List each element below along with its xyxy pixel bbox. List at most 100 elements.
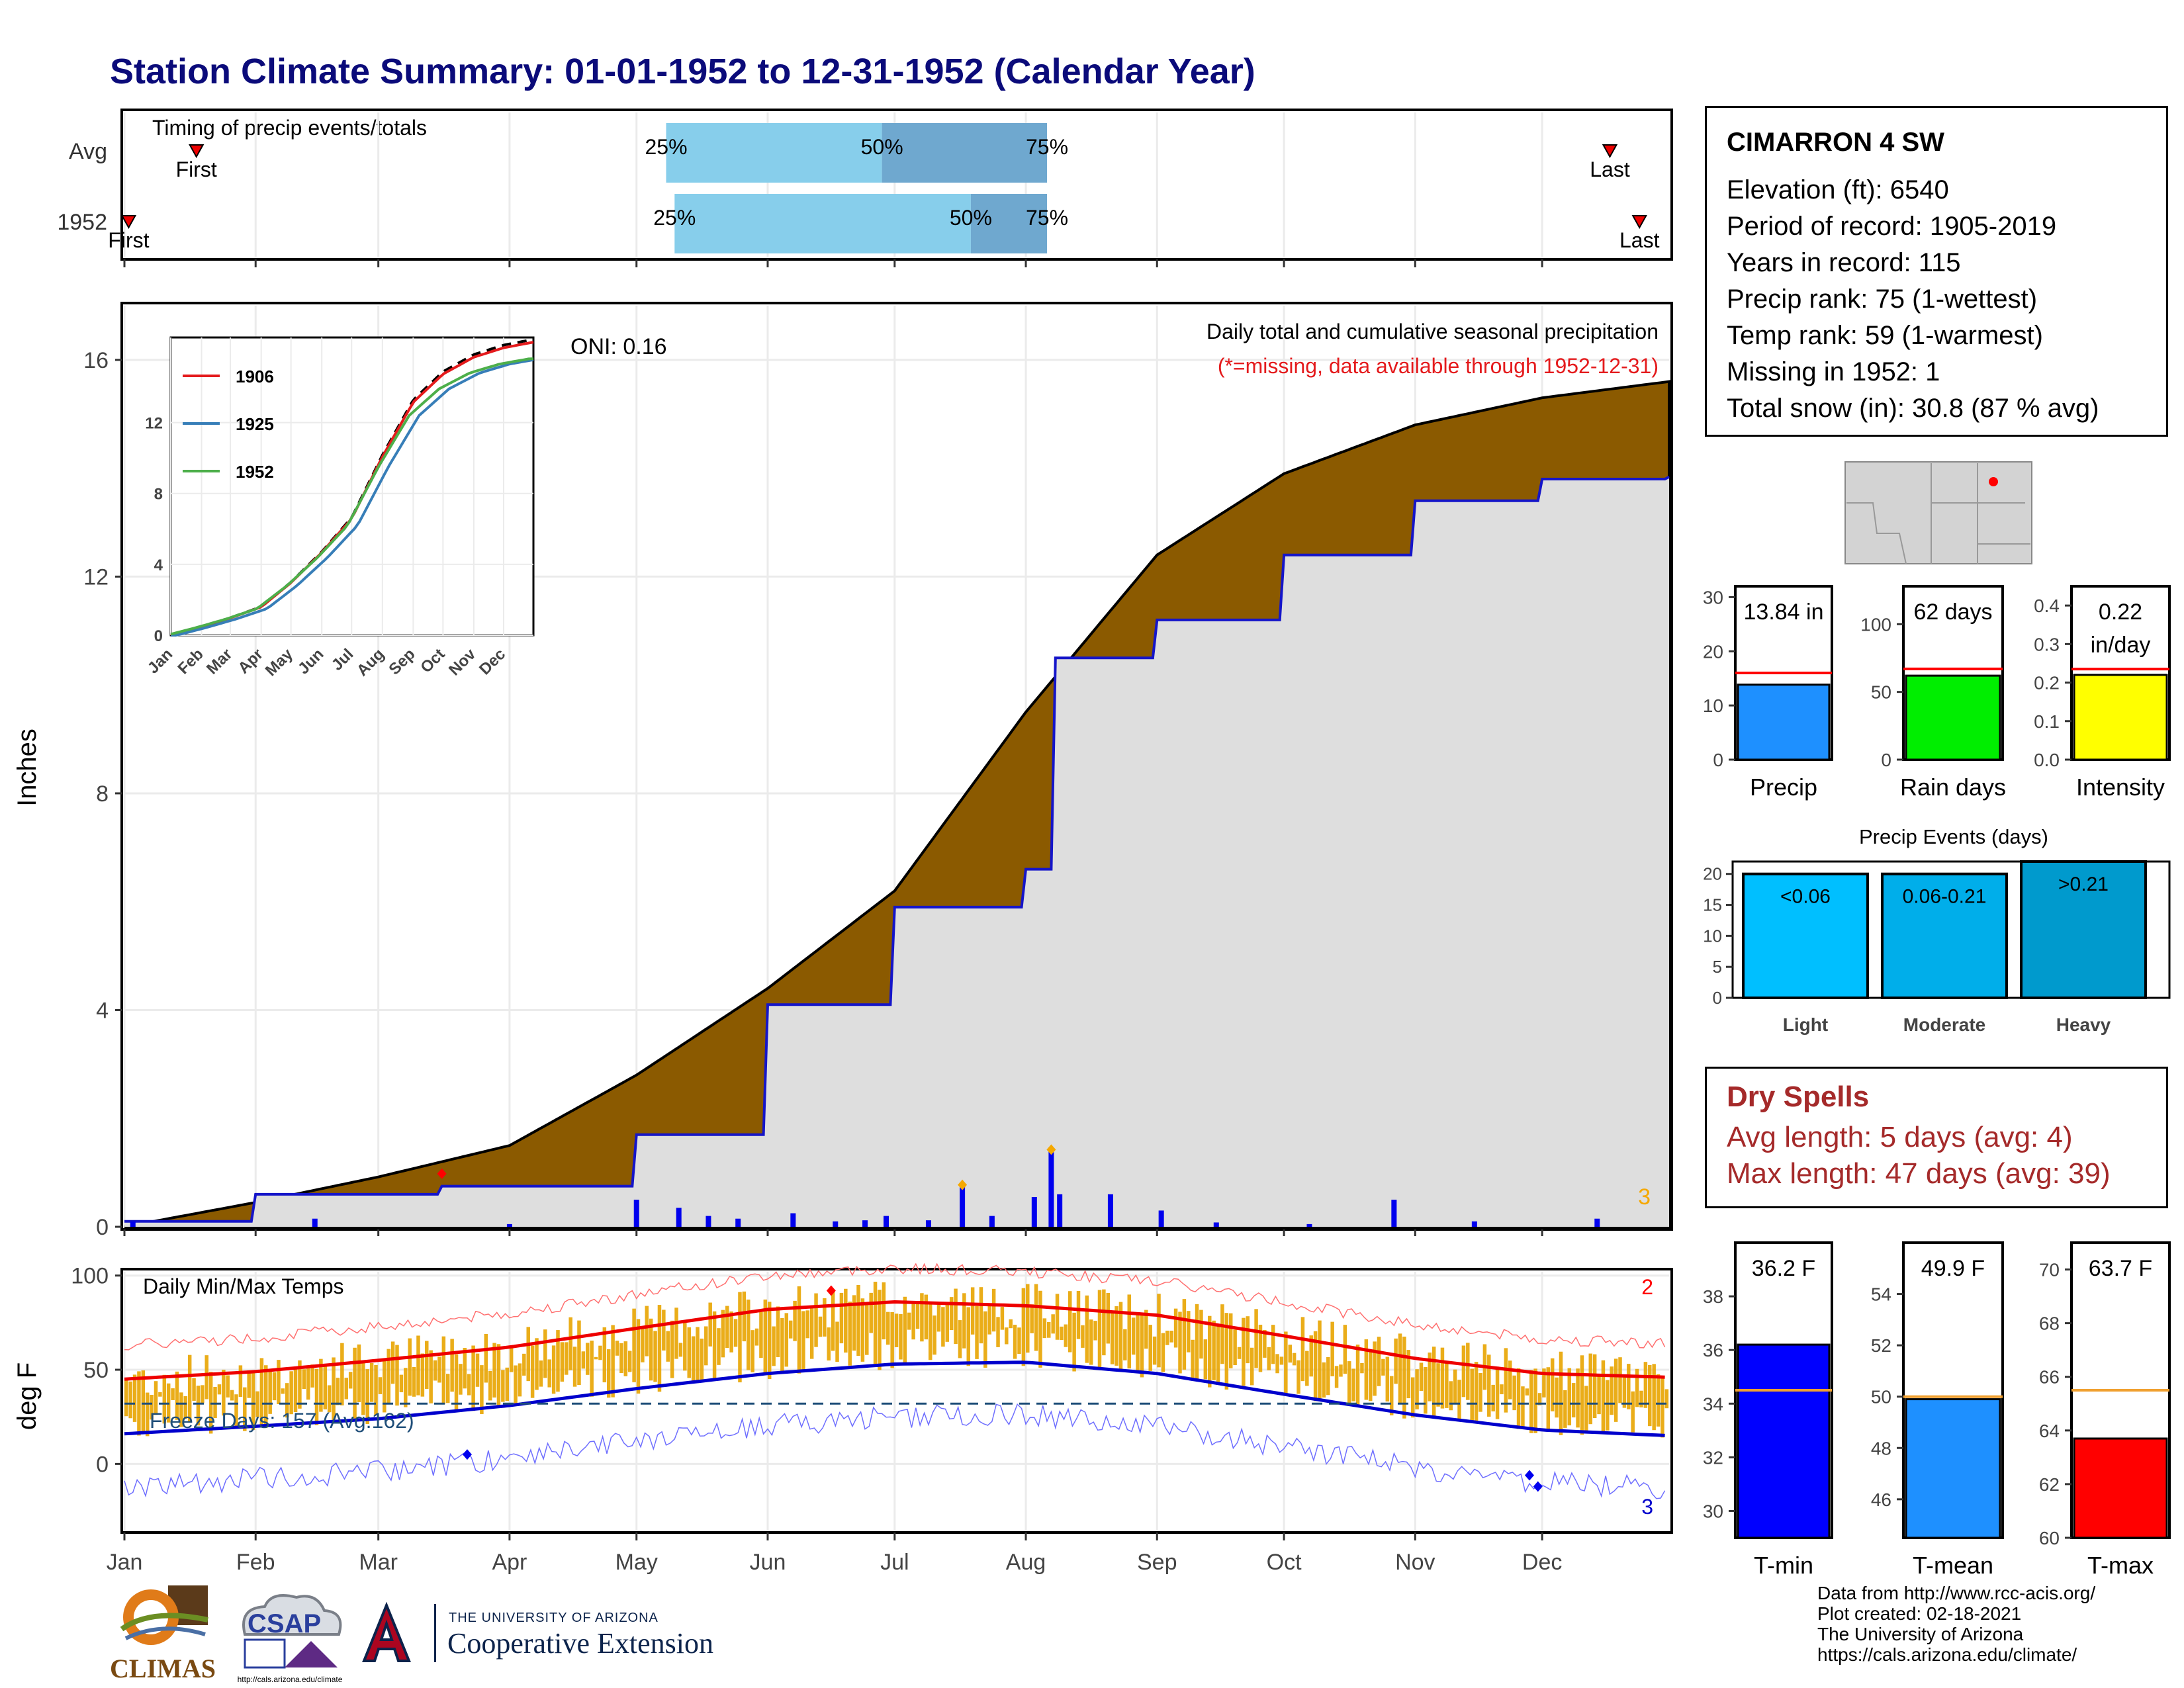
mini-chart-value-bar bbox=[1905, 674, 2001, 761]
mini-chart-value-bar bbox=[2073, 674, 2168, 761]
daily-temp-bar bbox=[704, 1326, 708, 1366]
daily-temp-bar bbox=[835, 1321, 839, 1362]
mini-chart-value-bar bbox=[1905, 1398, 2001, 1539]
daily-temp-bar bbox=[975, 1306, 979, 1359]
daily-temp-bar bbox=[171, 1388, 175, 1400]
daily-temp-bar bbox=[793, 1300, 797, 1341]
daily-temp-bar bbox=[183, 1396, 188, 1419]
daily-temp-bar bbox=[1140, 1314, 1144, 1378]
daily-temp-bar bbox=[230, 1390, 234, 1401]
precip-highlight-marker bbox=[437, 1168, 447, 1179]
daily-temp-bar bbox=[1542, 1368, 1546, 1398]
daily-temp-bar bbox=[1182, 1299, 1187, 1370]
daily-temp-bar bbox=[390, 1341, 395, 1384]
daily-temp-bar bbox=[332, 1357, 336, 1421]
events-bar bbox=[2020, 860, 2147, 999]
csap-wordmark: CSAP bbox=[248, 1609, 322, 1638]
station-map bbox=[1844, 461, 2032, 564]
daily-temp-bar bbox=[725, 1306, 729, 1348]
daily-temp-bar bbox=[983, 1311, 987, 1368]
month-label: Sep bbox=[1137, 1550, 1177, 1575]
events-y-tick-label: 0 bbox=[1713, 988, 1722, 1008]
daily-temp-bar bbox=[365, 1369, 369, 1425]
year-cumulative-area bbox=[124, 476, 1669, 1227]
daily-temp-bar bbox=[1516, 1368, 1521, 1429]
inset-legend-label: 1952 bbox=[236, 462, 274, 482]
daily-temp-bar bbox=[1440, 1347, 1445, 1409]
daily-temp-bar bbox=[530, 1345, 535, 1398]
daily-temp-bar bbox=[1555, 1377, 1559, 1418]
daily-temp-bar bbox=[1228, 1313, 1233, 1368]
daily-temp-bar bbox=[831, 1289, 835, 1351]
record-temp-marker bbox=[1533, 1481, 1543, 1492]
temp-y-tick-label: 100 bbox=[71, 1264, 109, 1289]
timing-bar-50-75 bbox=[970, 194, 1048, 253]
daily-temp-bar bbox=[445, 1374, 450, 1403]
daily-temp-bar bbox=[801, 1311, 805, 1372]
daily-temp-bar bbox=[619, 1343, 623, 1374]
daily-temp-bar bbox=[556, 1330, 560, 1392]
daily-temp-bar bbox=[488, 1370, 492, 1401]
daily-temp-bar bbox=[1157, 1294, 1161, 1368]
mini-chart-value-label: 63.7 F bbox=[2089, 1256, 2152, 1281]
timing-label-50: 50% bbox=[950, 206, 992, 230]
daily-temp-bar bbox=[1216, 1325, 1220, 1385]
daily-temp-bar bbox=[594, 1356, 598, 1360]
daily-temp-bar bbox=[848, 1302, 852, 1366]
daily-temp-bar bbox=[1030, 1304, 1034, 1333]
first-event-marker bbox=[120, 215, 137, 230]
daily-temp-bar bbox=[1512, 1375, 1516, 1411]
daily-temp-bar bbox=[1085, 1295, 1089, 1363]
events-y-tick-label: 15 bbox=[1703, 895, 1722, 915]
daily-temp-bar bbox=[1136, 1313, 1140, 1372]
daily-temp-bar bbox=[1445, 1362, 1449, 1408]
daily-precip-bar bbox=[705, 1216, 711, 1227]
events-y-tick-label: 10 bbox=[1703, 926, 1722, 946]
dry-spells-box: Dry Spells Avg length: 5 days (avg: 4) M… bbox=[1705, 1067, 2168, 1208]
temp-y-tick-label: 0 bbox=[96, 1452, 109, 1477]
daily-temp-bar bbox=[1521, 1386, 1525, 1427]
daily-temp-bar bbox=[1533, 1368, 1537, 1433]
mini-chart-y-tick-label: 10 bbox=[1703, 695, 1723, 716]
daily-temp-bar bbox=[814, 1293, 818, 1347]
daily-temp-bar bbox=[1597, 1375, 1601, 1415]
daily-temp-bar bbox=[1318, 1320, 1322, 1399]
daily-temp-bar bbox=[606, 1349, 611, 1398]
climas-logo: CLIMAS bbox=[109, 1581, 217, 1683]
events-bar-value-label: 0.06-0.21 bbox=[1903, 886, 1987, 908]
daily-temp-bar bbox=[289, 1371, 293, 1415]
daily-precip-bar bbox=[1048, 1151, 1054, 1227]
daily-temp-bar bbox=[1402, 1336, 1406, 1419]
daily-temp-bar bbox=[1254, 1309, 1258, 1368]
daily-temp-bar bbox=[1584, 1386, 1588, 1434]
mini-chart-value-label: 49.9 F bbox=[1921, 1256, 1985, 1281]
ua-name-small: THE UNIVERSITY OF ARIZONA bbox=[449, 1611, 659, 1625]
month-label: Feb bbox=[236, 1550, 275, 1575]
freeze-days-label: Freeze Days: 157 (Avg:162) bbox=[150, 1409, 414, 1433]
daily-temp-bar bbox=[1504, 1348, 1508, 1413]
daily-temp-bar bbox=[1495, 1366, 1500, 1419]
daily-temp-bar bbox=[1648, 1364, 1652, 1427]
footer-line-source: Data from http://www.rcc-acis.org/ bbox=[1817, 1583, 2096, 1603]
daily-precip-bar bbox=[1031, 1196, 1037, 1227]
page-title: Station Climate Summary: 01-01-1952 to 1… bbox=[110, 52, 1255, 91]
daily-temp-bar bbox=[1322, 1362, 1326, 1398]
precip-title: Daily total and cumulative seasonal prec… bbox=[1206, 320, 1659, 343]
mini-chart-y-tick-label: 50 bbox=[1871, 1387, 1891, 1407]
daily-temp-bar bbox=[996, 1317, 1000, 1347]
daily-temp-bar bbox=[141, 1370, 146, 1432]
daily-temp-bar bbox=[577, 1320, 581, 1386]
timing-bar-50-75 bbox=[882, 123, 1048, 183]
daily-temp-bar bbox=[1034, 1284, 1038, 1351]
daily-temp-bar bbox=[158, 1392, 162, 1397]
daily-temp-bar bbox=[247, 1370, 251, 1398]
mini-chart-value-bar bbox=[1737, 684, 1831, 761]
daily-temp-bar bbox=[733, 1319, 738, 1347]
daily-temp-bar bbox=[1343, 1325, 1347, 1374]
mini-chart-value-label: 62 days bbox=[1913, 600, 1992, 625]
daily-temp-bar bbox=[586, 1343, 590, 1375]
daily-temp-bar bbox=[238, 1365, 243, 1397]
daily-temp-bar bbox=[162, 1374, 167, 1424]
daily-temp-bar bbox=[1432, 1347, 1436, 1417]
ua-name-big: Cooperative Extension bbox=[447, 1627, 714, 1660]
